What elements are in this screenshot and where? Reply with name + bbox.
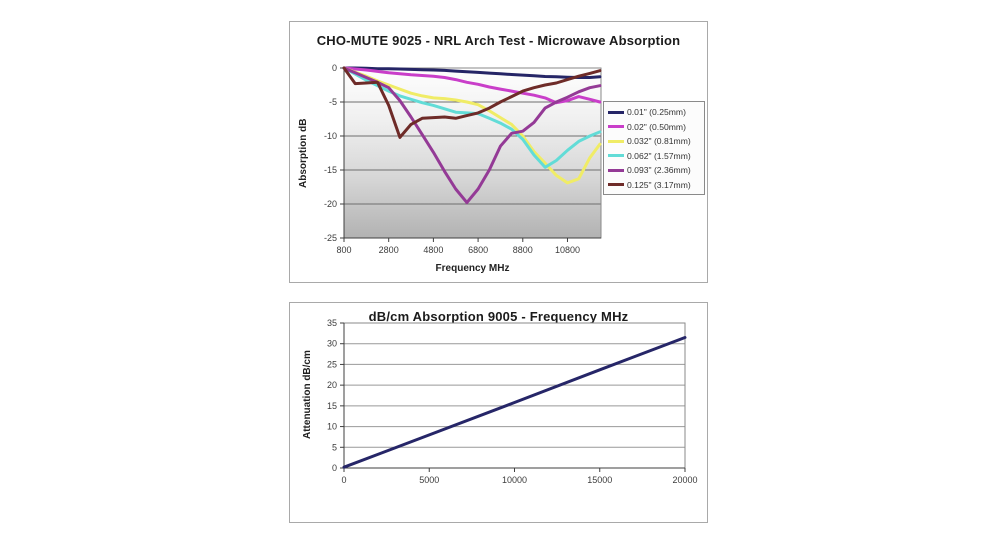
x-axis-title: Frequency MHz — [435, 263, 510, 274]
legend-label: 0.093" (2.36mm) — [627, 165, 691, 175]
legend-label: 0.125" (3.17mm) — [627, 179, 691, 190]
x-tick-label: 8800 — [513, 245, 533, 255]
x-tick-label: 10000 — [502, 475, 527, 485]
y-tick-label: 30 — [327, 339, 337, 349]
chart-title: dB/cm Absorption 9005 - Frequency MHz — [368, 309, 629, 324]
y-tick-label: 0 — [332, 63, 337, 73]
x-tick-label: 20000 — [672, 475, 697, 485]
x-tick-label: 2800 — [379, 245, 399, 255]
legend: 0.01" (0.25mm) 0.02" (0.50mm) 0.032" (0.81… — [603, 101, 705, 195]
legend-swatch — [608, 125, 624, 128]
absorption-9005-chart: dB/cm Absorption 9005 - Frequency MHz At… — [289, 302, 708, 523]
legend-swatch — [608, 154, 624, 157]
x-tick-label: 15000 — [587, 475, 612, 485]
legend-label: 0.032" (0.81mm) — [627, 136, 691, 146]
y-tick-label: 25 — [327, 359, 337, 369]
x-tick-label: 4800 — [423, 245, 443, 255]
plot-background — [344, 68, 601, 238]
legend-swatch — [608, 183, 624, 186]
chart-title: CHO-MUTE 9025 - NRL Arch Test - Microwav… — [316, 33, 681, 48]
legend-item: 0.01" (0.25mm) — [608, 106, 701, 118]
y-tick-label: -15 — [324, 165, 337, 175]
series-line — [342, 66, 602, 185]
legend-label: 0.01" (0.25mm) — [627, 107, 686, 117]
legend-item: 0.062" (1.57mm) — [608, 150, 701, 162]
series-line — [342, 336, 687, 469]
y-tick-label: -25 — [324, 233, 337, 243]
legend-label: 0.02" (0.50mm) — [627, 121, 686, 132]
plot-svg: 0 5 10 15 20 25 30 35 0 5000 10000 15000 20000 — [327, 318, 698, 485]
nrl-arch-absorption-chart: CHO-MUTE 9025 - NRL Arch Test - Microwav… — [289, 21, 708, 283]
x-tick-label: 0 — [341, 475, 346, 485]
legend-item: 0.02" (0.50mm) — [608, 121, 701, 133]
legend-item: 0.093" (2.36mm) — [608, 164, 701, 176]
legend-swatch — [608, 110, 624, 114]
legend-item: 0.032" (0.81mm) — [608, 135, 701, 147]
y-tick-label: -5 — [329, 97, 337, 107]
legend-swatch — [608, 139, 624, 143]
y-tick-label: -20 — [324, 199, 337, 209]
x-tick-label: 800 — [336, 245, 351, 255]
legend-label: 0.062" (1.57mm) — [627, 150, 691, 161]
series-line — [342, 66, 602, 79]
plot-background — [344, 323, 685, 468]
x-tick-label: 6800 — [468, 245, 488, 255]
y-tick-label: 15 — [327, 401, 337, 411]
x-tick-label: 5000 — [419, 475, 439, 485]
y-tick-label: 35 — [327, 318, 337, 328]
x-tick-label: 10800 — [555, 245, 580, 255]
y-tick-label: 0 — [332, 463, 337, 473]
y-tick-label: -10 — [324, 131, 337, 141]
series-line — [342, 66, 602, 205]
y-tick-label: 10 — [327, 422, 337, 432]
plot-svg: 0 -5 -10 -15 -20 -25 800 2800 4800 6800 8800 10800 — [324, 63, 602, 255]
y-tick-label: 5 — [332, 442, 337, 452]
legend-swatch — [608, 168, 624, 172]
y-tick-label: 20 — [327, 380, 337, 390]
series-line — [342, 66, 602, 139]
legend-item: 0.125" (3.17mm) — [608, 179, 701, 191]
